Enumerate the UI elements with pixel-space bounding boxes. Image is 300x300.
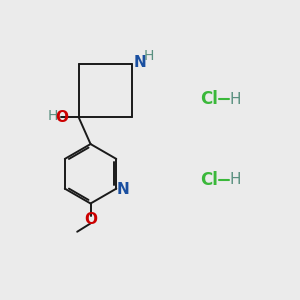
Text: N: N [133, 55, 146, 70]
Text: H: H [230, 92, 241, 107]
Text: H: H [48, 110, 58, 123]
Text: O: O [84, 212, 97, 227]
Text: H: H [143, 50, 154, 63]
Text: H: H [230, 172, 241, 187]
Text: Cl: Cl [200, 171, 218, 189]
Text: O: O [55, 110, 68, 124]
Text: N: N [116, 182, 129, 197]
Text: Cl: Cl [200, 91, 218, 109]
